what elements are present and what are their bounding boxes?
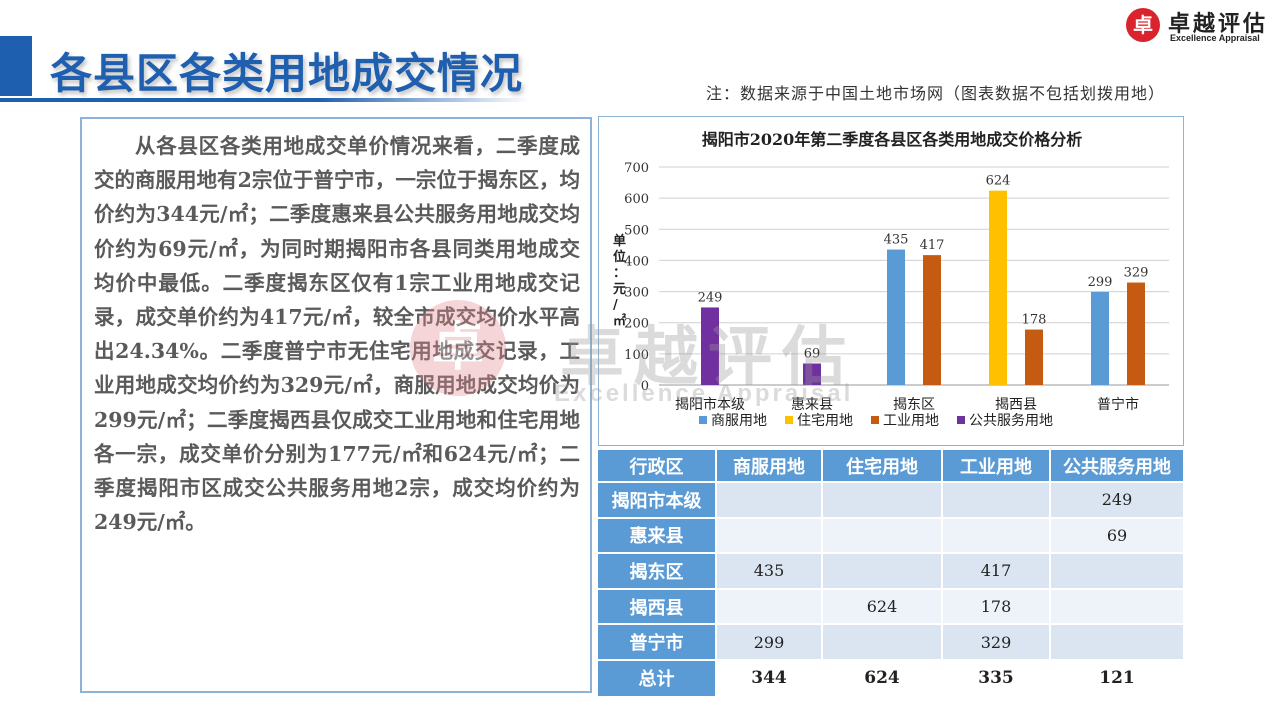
row-header: 总计 [598,658,717,696]
table-cell: 329 [942,623,1051,660]
data-label: 249 [698,290,723,305]
bar [989,190,1007,385]
legend-entry: 工业用地 [883,413,939,429]
table-cell [1050,623,1185,660]
legend-entry: 商服用地 [711,413,767,429]
table-cell [716,516,823,554]
row-header: 揭东区 [598,552,717,589]
table-cell [822,623,943,660]
y-tick-label: 400 [624,254,649,269]
legend-entry: 公共服务用地 [969,413,1053,429]
row-header: 揭阳市本级 [598,481,717,518]
bar [803,363,821,385]
x-tick-label: 揭西县 [995,397,1037,413]
table-cell [1050,552,1185,589]
table-cell: 624 [822,658,943,696]
title-accent-bar [0,36,32,96]
table-header-cell: 公共服务用地 [1050,450,1185,482]
table-cell [716,587,823,625]
company-logo: 卓 卓越评估 Excellence Appraisal [1126,6,1276,46]
data-label: 417 [920,238,945,253]
y-tick-label: 600 [624,192,649,207]
table-row: 惠来县 69 [598,516,1185,554]
legend-swatch [785,416,793,424]
table-cell: 69 [1050,516,1185,554]
table-cell: 249 [1050,481,1185,518]
table-row: 揭西县 624 178 [598,587,1185,625]
bar [887,249,905,385]
data-label: 299 [1088,275,1113,290]
legend-entry: 住宅用地 [797,413,853,429]
table-cell [822,516,943,554]
table-cell: 435 [716,552,823,589]
table-cell: 121 [1050,658,1185,696]
bar [1091,291,1109,385]
analysis-text-box: 从各县区各类用地成交单价情况来看，二季度成交的商服用地有2宗位于普宁市，一宗位于… [80,117,592,693]
legend-swatch [871,416,879,424]
y-tick-label: 100 [624,348,649,363]
bar [923,255,941,385]
data-label: 178 [1022,313,1047,328]
data-label: 624 [986,174,1011,189]
logo-mark-icon: 卓 [1126,8,1160,42]
table-cell: 299 [716,623,823,660]
bar [701,307,719,385]
bar [1127,282,1145,385]
x-tick-label: 惠来县 [791,397,833,413]
table-cell: 344 [716,658,823,696]
table-cell [822,481,943,518]
table-row: 揭阳市本级 249 [598,481,1185,518]
data-label: 69 [804,347,821,362]
table-total-row: 总计 344 624 335 121 [598,658,1185,696]
land-price-table: 行政区 商服用地 住宅用地 工业用地 公共服务用地 揭阳市本级 249 惠来县 … [598,450,1185,696]
legend-swatch [699,416,707,424]
table-cell: 417 [942,552,1051,589]
table-cell [942,516,1051,554]
logo-name-cn: 卓越评估 [1168,12,1269,37]
y-axis-label: 单位：元/㎡ [613,233,626,329]
y-tick-label: 300 [624,286,649,301]
y-tick-label: 0 [641,379,649,394]
x-tick-label: 普宁市 [1097,396,1139,413]
row-header: 揭西县 [598,587,717,625]
table-cell [716,481,823,518]
table-header-cell: 行政区 [598,450,717,482]
legend-swatch [957,416,965,424]
table-row: 揭东区 435 417 [598,552,1185,589]
bar-chart: 揭阳市2020年第二季度各县区各类用地成交价格分析 0 100 200 300 400 50… [598,116,1184,446]
table-cell [822,552,943,589]
table-header-cell: 工业用地 [942,450,1051,482]
y-tick-label: 200 [624,317,649,332]
chart-title: 揭阳市2020年第二季度各县区各类用地成交价格分析 [702,130,1083,149]
row-header: 惠来县 [598,516,717,554]
analysis-paragraph: 从各县区各类用地成交单价情况来看，二季度成交的商服用地有2宗位于普宁市，一宗位于… [94,134,580,535]
x-tick-label: 揭阳市本级 [675,396,745,413]
row-header: 普宁市 [598,623,717,660]
title-underline [0,98,530,102]
table-cell: 178 [942,587,1051,625]
y-tick-label: 700 [624,161,649,176]
table-header-cell: 住宅用地 [822,450,943,482]
table-header-cell: 商服用地 [716,450,823,482]
bar [1025,329,1043,385]
bar-chart-svg: 揭阳市2020年第二季度各县区各类用地成交价格分析 0 100 200 300 400 50… [613,130,1169,429]
logo-name-en: Excellence Appraisal [1170,33,1260,43]
y-tick-label: 500 [624,223,649,238]
data-label: 435 [884,233,909,248]
table-cell: 624 [822,587,943,625]
table-cell [942,481,1051,518]
page-title: 各县区各类用地成交情况 [50,49,524,98]
x-tick-label: 揭东区 [893,397,935,413]
data-label: 329 [1124,266,1149,281]
table-cell: 335 [942,658,1051,696]
table-header-row: 行政区 商服用地 住宅用地 工业用地 公共服务用地 [598,450,1185,482]
data-source-note: 注：数据来源于中国土地市场网（图表数据不包括划拨用地） [706,84,1166,103]
table-row: 普宁市 299 329 [598,623,1185,660]
table-cell [1050,587,1185,625]
